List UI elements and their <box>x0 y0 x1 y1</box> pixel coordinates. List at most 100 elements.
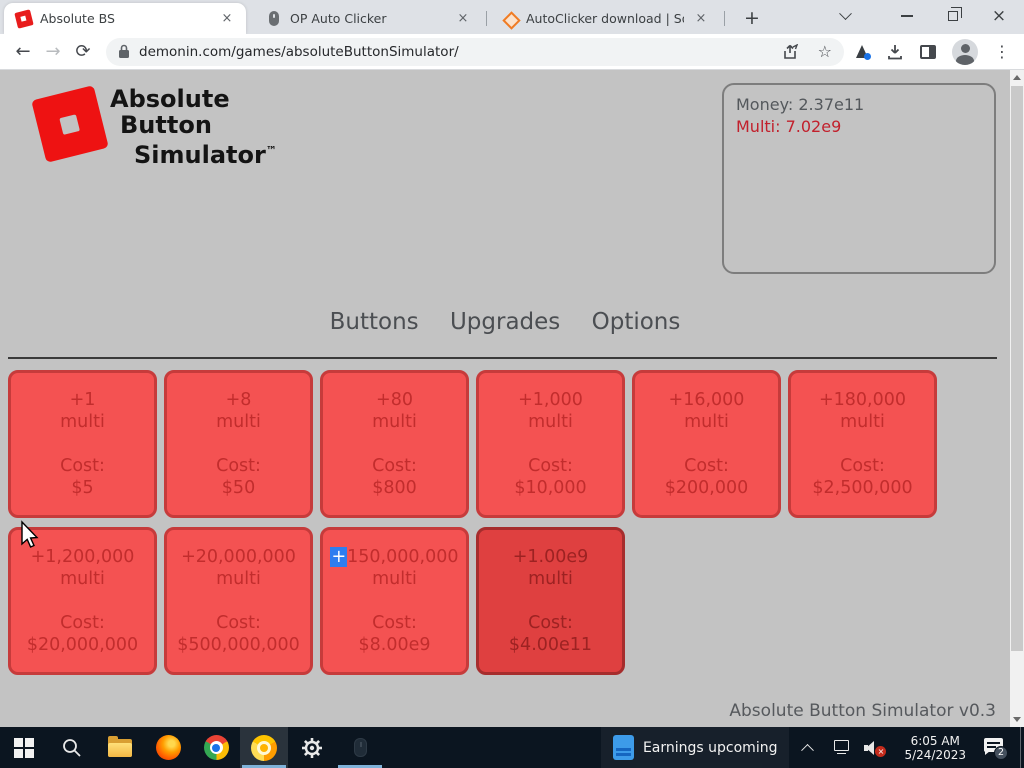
page-scrollbar[interactable] <box>1010 70 1024 727</box>
url-text: demonin.com/games/absoluteButtonSimulato… <box>139 43 459 60</box>
tray-expand-chevron-icon[interactable] <box>801 743 815 757</box>
firefox-button[interactable] <box>144 727 192 768</box>
mouse-cursor <box>21 520 39 548</box>
tab-autoclicker-download[interactable]: AutoClicker download | SourceFo × <box>490 3 720 34</box>
logo-line-2: Button <box>120 111 212 139</box>
money-stat: Money: 2.37e11 <box>736 95 865 114</box>
new-tab-button[interactable]: + <box>744 7 760 29</box>
multi-button-4[interactable]: +16,000 multi Cost: $200,000 <box>632 370 781 518</box>
multi-button-7[interactable]: +20,000,000 multi Cost: $500,000,000 <box>164 527 313 675</box>
taskbar-search-button[interactable] <box>48 727 96 768</box>
multi-stat: Multi: 7.02e9 <box>736 117 842 136</box>
tab-close-icon[interactable]: × <box>457 10 469 26</box>
clock-time: 6:05 AM <box>910 733 960 748</box>
multi-button-6[interactable]: +1,200,000 multi Cost: $20,000,000 <box>8 527 157 675</box>
multi-button-2[interactable]: +80 multi Cost: $800 <box>320 370 469 518</box>
chrome-canary-icon <box>251 734 277 761</box>
tab-close-icon[interactable]: × <box>695 10 707 26</box>
logo-line-3: Simulator™ <box>134 141 277 169</box>
logo-line-1: Absolute <box>110 85 230 113</box>
profile-avatar[interactable] <box>952 38 978 65</box>
button-row-1: +1 multi Cost: $5 +8 multi Cost: $50 +80 mult… <box>8 370 937 518</box>
nav-tab-upgrades[interactable]: Upgrades <box>449 309 561 335</box>
nav-tab-options[interactable]: Options <box>591 309 681 335</box>
volume-muted-icon[interactable]: × <box>864 739 887 757</box>
reload-button[interactable]: ⟳ <box>75 41 91 62</box>
tab-close-icon[interactable]: × <box>221 10 233 26</box>
multi-button-5[interactable]: +180,000 multi Cost: $2,500,000 <box>788 370 937 518</box>
taskbar: Earnings upcoming × 6:05 AM 5/24/2023 2 <box>0 727 1024 768</box>
firefox-icon <box>155 735 181 760</box>
multi-button-0[interactable]: +1 multi Cost: $5 <box>8 370 157 518</box>
window-minimize-button[interactable] <box>884 0 930 32</box>
sourceforge-favicon-icon <box>502 11 518 27</box>
tab-title: Absolute BS <box>40 11 115 26</box>
selected-text: + <box>330 547 348 567</box>
multi-button-9-locked[interactable]: +1.00e9 multi Cost: $4.00e11 <box>476 527 625 675</box>
running-app-indicator <box>242 765 286 768</box>
taskbar-clock[interactable]: 6:05 AM 5/24/2023 <box>904 734 966 762</box>
notification-badge: 2 <box>994 745 1008 760</box>
browser-menu-icon[interactable]: ⋮ <box>994 42 1010 61</box>
address-bar[interactable]: demonin.com/games/absoluteButtonSimulato… <box>106 37 844 66</box>
window-close-button[interactable]: × <box>991 6 1007 26</box>
multi-button-3[interactable]: +1,000 multi Cost: $10,000 <box>476 370 625 518</box>
tab-separator <box>486 11 487 26</box>
mouse-app-icon <box>353 738 367 757</box>
bookmark-star-icon[interactable]: ☆ <box>817 42 832 61</box>
clock-date: 5/24/2023 <box>904 747 966 762</box>
nav-divider <box>8 357 997 359</box>
window-restore-button[interactable] <box>930 0 976 32</box>
game-nav: Buttons Upgrades Options <box>0 309 1010 335</box>
running-app-indicator <box>338 765 382 768</box>
game-logo-title: Absolute Button Simulator™ <box>110 86 277 168</box>
roblox-favicon-icon <box>14 8 34 29</box>
auto-clicker-app-button[interactable] <box>336 727 384 768</box>
button-row-2: +1,200,000 multi Cost: $20,000,000 +20,000… <box>8 527 625 675</box>
trademark-symbol: ™ <box>265 144 277 157</box>
chevron-down-icon <box>838 6 852 20</box>
scroll-up-arrow[interactable] <box>1010 70 1024 85</box>
tab-title: AutoClicker download | SourceFo <box>526 11 684 26</box>
forward-button[interactable]: → <box>45 41 61 62</box>
tab-op-auto-clicker[interactable]: OP Auto Clicker × <box>254 3 482 34</box>
tab-separator <box>724 11 725 26</box>
downloads-icon[interactable] <box>886 43 904 61</box>
settings-button[interactable] <box>288 727 336 768</box>
folder-icon <box>108 735 132 757</box>
news-icon <box>612 735 634 760</box>
gear-icon <box>302 737 322 758</box>
scrollbar-thumb[interactable] <box>1011 86 1023 651</box>
multi-button-8[interactable]: +150,000,000 multi Cost: $8.00e9 <box>320 527 469 675</box>
search-icon <box>63 738 81 757</box>
side-panel-icon[interactable] <box>920 44 936 59</box>
chrome-canary-button-active[interactable] <box>240 727 288 768</box>
system-tray: Earnings upcoming × 6:05 AM 5/24/2023 2 <box>600 727 1024 768</box>
notification-icon-tail <box>985 750 990 755</box>
network-icon[interactable] <box>832 739 852 756</box>
restore-icon <box>948 7 962 21</box>
browser-toolbar: ← → ⟳ demonin.com/games/absoluteButtonSi… <box>0 34 1024 70</box>
nav-tab-buttons[interactable]: Buttons <box>329 309 419 335</box>
scroll-down-arrow[interactable] <box>1010 712 1024 727</box>
windows-logo-icon <box>14 737 34 758</box>
extension-flask-icon[interactable] <box>854 44 871 60</box>
show-desktop-button[interactable] <box>1020 727 1024 768</box>
chrome-icon <box>203 735 229 760</box>
chrome-button[interactable] <box>192 727 240 768</box>
tab-search-chevron-button[interactable] <box>822 0 868 32</box>
action-center-button[interactable]: 2 <box>982 736 1008 760</box>
multi-button-1[interactable]: +8 multi Cost: $50 <box>164 370 313 518</box>
back-button[interactable]: ← <box>15 41 31 62</box>
tab-absolute-bs[interactable]: Absolute BS × <box>4 3 246 34</box>
news-widget[interactable]: Earnings upcoming <box>600 727 790 768</box>
file-explorer-button[interactable] <box>96 727 144 768</box>
start-button[interactable] <box>0 727 48 768</box>
share-icon[interactable] <box>782 43 800 60</box>
widget-text: Earnings upcoming <box>642 739 778 756</box>
stats-panel: Money: 2.37e11 Multi: 7.02e9 <box>722 83 996 274</box>
lock-icon <box>119 44 129 58</box>
mute-badge: × <box>875 745 887 757</box>
minimize-icon <box>901 15 913 17</box>
tab-title: OP Auto Clicker <box>290 11 387 26</box>
